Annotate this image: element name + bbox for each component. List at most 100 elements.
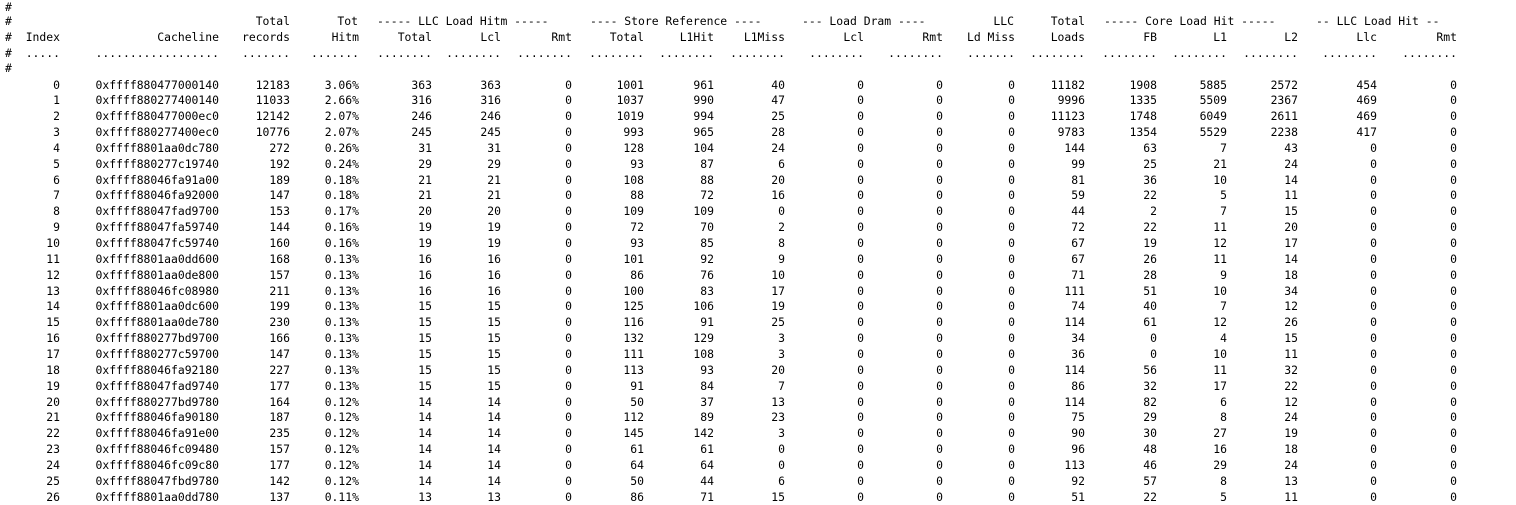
cell-llc-ld-miss: 0	[1008, 109, 1015, 124]
separator-dots: ........	[659, 46, 714, 60]
cell-dram-rmt: 0	[936, 109, 943, 124]
cell-cacheline: 0xffff880477000140	[95, 77, 219, 92]
cell-total-loads: 114	[1064, 362, 1085, 377]
cell-llc-llc: 0	[1370, 378, 1377, 393]
cell-store-total: 1037	[616, 93, 644, 108]
cell-dram-rmt: 0	[936, 394, 943, 409]
cell-hitm-rmt: 0	[565, 140, 572, 155]
cell-hitm-lcl: 16	[487, 251, 501, 266]
column-header-row: # Index Cacheline records Hitm Total Lcl Rmt To…	[0, 30, 1516, 46]
cell-hitm-lcl: 245	[480, 125, 501, 140]
cell-llc-rmt: 0	[1450, 442, 1457, 457]
cell-core-fb: 1908	[1129, 77, 1157, 92]
cell-store-l1hit: 109	[693, 204, 714, 219]
cell-dram-lcl: 0	[857, 473, 864, 488]
cell-store-total: 101	[623, 251, 644, 266]
cell-store-l1miss: 24	[771, 140, 785, 155]
cell-llc-llc: 0	[1370, 473, 1377, 488]
cell-store-l1miss: 25	[771, 109, 785, 124]
cell-cacheline: 0xffff88047fbd9780	[95, 473, 219, 488]
cell-llc-rmt: 0	[1450, 283, 1457, 298]
cell-hitm-total: 19	[418, 220, 432, 235]
cell-store-l1miss: 2	[778, 220, 785, 235]
separator-dots: ..................	[95, 46, 219, 60]
cell-index: 22	[46, 426, 60, 441]
cell-cacheline: 0xffff880277c19740	[95, 156, 219, 171]
cell-core-fb: 1748	[1129, 109, 1157, 124]
cell-index: 21	[46, 410, 60, 425]
cell-core-l1: 7	[1220, 299, 1227, 314]
cell-llc-rmt: 0	[1450, 236, 1457, 250]
cell-core-l2: 24	[1284, 410, 1298, 425]
cell-store-l1miss: 28	[771, 125, 785, 140]
cell-llc-rmt: 0	[1450, 220, 1457, 235]
separator-dots: ........	[1243, 46, 1298, 60]
cell-llc-ld-miss: 0	[1008, 331, 1015, 346]
cell-llc-llc: 0	[1370, 172, 1377, 187]
cell-index: 23	[46, 442, 60, 457]
cell-llc-ld-miss: 0	[1008, 346, 1015, 361]
column-header-records: records	[241, 30, 290, 44]
cell-core-l1: 10	[1213, 172, 1227, 187]
cell-dram-lcl: 0	[857, 315, 864, 330]
cell-core-fb: 46	[1143, 457, 1157, 472]
cell-cacheline: 0xffff8801aa0dc600	[95, 299, 219, 314]
cell-store-total: 1001	[616, 77, 644, 92]
cell-hitm: 0.12%	[324, 457, 359, 472]
cell-records: 272	[269, 140, 290, 155]
cell-records: 157	[269, 267, 290, 282]
cell-hitm-total: 19	[418, 236, 432, 250]
cell-store-total: 86	[630, 267, 644, 282]
cell-index: 25	[46, 473, 60, 488]
column-header-core-l1: L1	[1213, 30, 1227, 44]
cell-dram-lcl: 0	[857, 251, 864, 266]
cell-llc-ld-miss: 0	[1008, 457, 1015, 472]
cell-store-l1hit: 104	[693, 140, 714, 155]
cell-hitm-total: 29	[418, 156, 432, 171]
separator-dots: ........	[1172, 46, 1227, 60]
cell-store-l1hit: 44	[700, 473, 714, 488]
cell-llc-ld-miss: 0	[1008, 156, 1015, 171]
cell-core-l2: 2238	[1270, 125, 1298, 140]
cell-store-l1hit: 71	[700, 489, 714, 504]
cell-hitm: 3.06%	[324, 77, 359, 92]
cell-dram-rmt: 0	[936, 77, 943, 92]
cell-records: 157	[269, 442, 290, 457]
cell-total-loads: 36	[1071, 346, 1085, 361]
cell-core-fb: 63	[1143, 140, 1157, 155]
cell-store-l1hit: 990	[693, 93, 714, 108]
cell-llc-llc: 0	[1370, 204, 1377, 219]
cell-core-l2: 18	[1284, 442, 1298, 457]
cell-total-loads: 144	[1064, 140, 1085, 155]
cell-index: 3	[53, 125, 60, 140]
cell-llc-ld-miss: 0	[1008, 315, 1015, 330]
cell-hitm-total: 13	[418, 489, 432, 504]
cell-llc-llc: 0	[1370, 442, 1377, 457]
cell-records: 199	[269, 299, 290, 314]
cell-hitm-total: 16	[418, 251, 432, 266]
cell-dram-lcl: 0	[857, 77, 864, 92]
cell-dram-rmt: 0	[936, 442, 943, 457]
cell-dram-rmt: 0	[936, 140, 943, 155]
cell-hitm-rmt: 0	[565, 125, 572, 140]
cell-hitm-lcl: 14	[487, 426, 501, 441]
cell-core-fb: 28	[1143, 267, 1157, 282]
cell-core-l1: 12	[1213, 315, 1227, 330]
cell-store-total: 125	[623, 299, 644, 314]
cell-dram-rmt: 0	[936, 410, 943, 425]
table-row: 16 0xffff880277bd9700 166 0.13% 15 15 0 132 129 3…	[0, 331, 1516, 347]
cell-store-l1hit: 87	[700, 156, 714, 171]
cell-core-fb: 82	[1143, 394, 1157, 409]
cell-llc-llc: 0	[1370, 156, 1377, 171]
cell-records: 168	[269, 251, 290, 266]
column-header-llc-ld-miss: Ld Miss	[966, 30, 1015, 44]
cell-store-total: 128	[623, 140, 644, 155]
separator-dots: .......	[310, 46, 359, 60]
cell-core-l1: 27	[1213, 426, 1227, 441]
cell-cacheline: 0xffff88046fa90180	[95, 410, 219, 425]
cell-dram-rmt: 0	[936, 473, 943, 488]
cell-store-l1miss: 40	[771, 77, 785, 92]
cell-core-l1: 17	[1213, 378, 1227, 393]
cell-llc-llc: 0	[1370, 489, 1377, 504]
cell-store-total: 145	[623, 426, 644, 441]
